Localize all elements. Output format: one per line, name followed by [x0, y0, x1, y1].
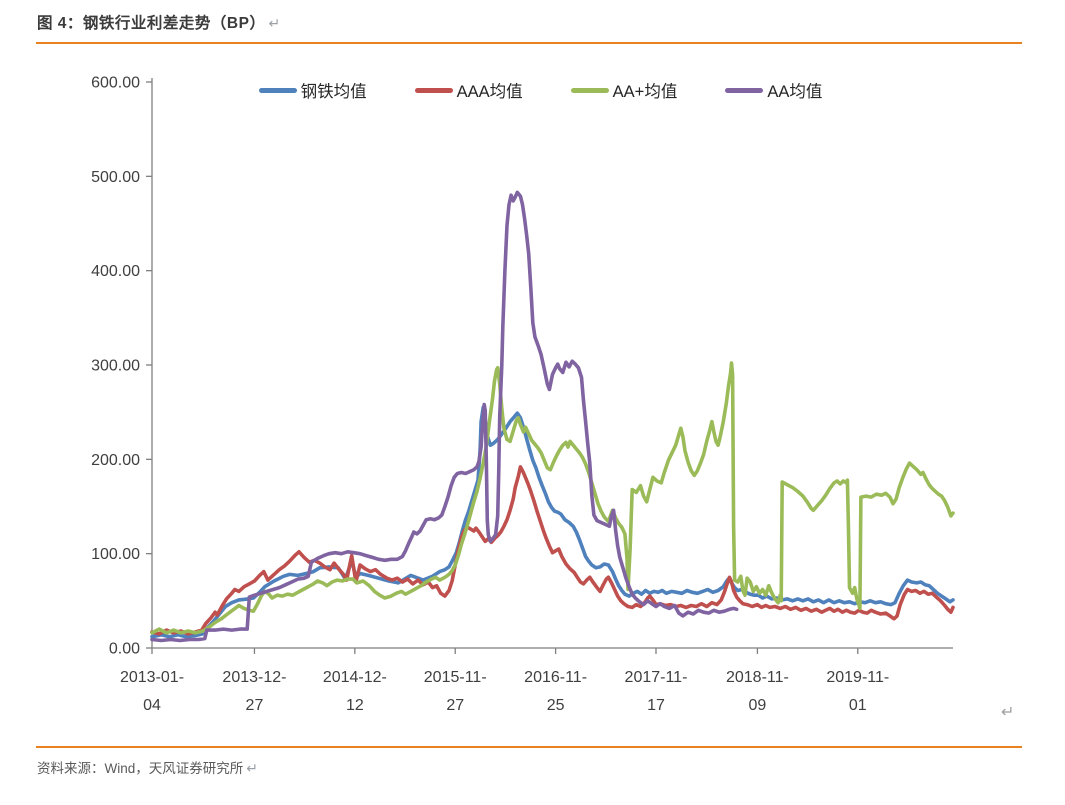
- x-tick-label: 27: [246, 697, 264, 714]
- x-tick-label: 2013-01-: [120, 669, 184, 686]
- x-tick-label: 2014-12-: [323, 669, 387, 686]
- top-divider: [36, 42, 1022, 44]
- x-tick-label: 2018-11-: [726, 669, 789, 686]
- legend-swatch-steel: [258, 87, 297, 93]
- x-tick-label: 2015-11-: [424, 669, 487, 686]
- series-line-3: [150, 190, 739, 643]
- y-tick-label: 300.00: [91, 358, 140, 375]
- x-tick-label: 25: [547, 697, 565, 714]
- figure-title: 图 4：钢铁行业利差走势（BP） ↵: [37, 11, 281, 33]
- legend-item-steel: 钢铁均值: [258, 78, 367, 102]
- return-mark-icon: ↵: [268, 15, 281, 31]
- source-text: 资料来源：Wind，天风证券研究所 ↵: [37, 757, 258, 777]
- chart-return-mark-icon: ↵: [1001, 704, 1015, 721]
- x-tick-label: 2019-11-: [826, 669, 889, 686]
- x-tick-label: 01: [849, 697, 867, 714]
- y-tick-label: 100.00: [91, 546, 140, 563]
- legend-item-aaplus: AA+均值: [570, 78, 678, 102]
- y-tick-label: 500.00: [91, 169, 140, 186]
- legend-label-steel: 钢铁均值: [300, 83, 367, 101]
- x-tick-label: 2017-11-: [625, 669, 688, 686]
- legend-label-aaa: AAA均值: [456, 83, 523, 101]
- legend-swatch-aa: [725, 87, 764, 93]
- line-chart: 0.00 100.00 200.00 300.00 400.00 500.00 600.00…: [91, 75, 955, 714]
- legend-swatch-aaplus: [570, 87, 609, 93]
- y-tick-label: 400.00: [91, 263, 140, 280]
- x-tick-label: 04: [143, 697, 161, 714]
- legend-label-aaplus: AA+均值: [612, 83, 678, 101]
- series-line-1: [150, 465, 955, 636]
- source-label: 资料来源：Wind，天风证券研究所: [37, 761, 244, 776]
- y-tick-label: 600.00: [91, 75, 140, 92]
- chart-legend: 钢铁均值 AAA均值 AA+均值 AA均值: [140, 78, 941, 102]
- figure-title-text: 图 4：钢铁行业利差走势（BP）: [37, 15, 266, 32]
- x-tick-label: 2013-12-: [222, 669, 286, 686]
- x-tick-label: 2016-11-: [524, 669, 587, 686]
- series-line-0: [150, 405, 955, 639]
- bottom-divider: [36, 746, 1022, 748]
- x-tick-label: 09: [749, 697, 767, 714]
- x-tick-label: 12: [346, 697, 364, 714]
- y-tick-label: 200.00: [91, 452, 140, 469]
- legend-label-aa: AA均值: [767, 83, 823, 101]
- legend-item-aa: AA均值: [725, 78, 822, 102]
- series-line-2: [150, 361, 955, 635]
- legend-item-aaa: AAA均值: [414, 78, 523, 102]
- x-tick-label: 27: [446, 697, 464, 714]
- legend-swatch-aaa: [414, 87, 453, 93]
- y-tick-label: 0.00: [109, 641, 140, 658]
- x-tick-label: 17: [647, 697, 665, 714]
- source-return-mark-icon: ↵: [246, 760, 258, 776]
